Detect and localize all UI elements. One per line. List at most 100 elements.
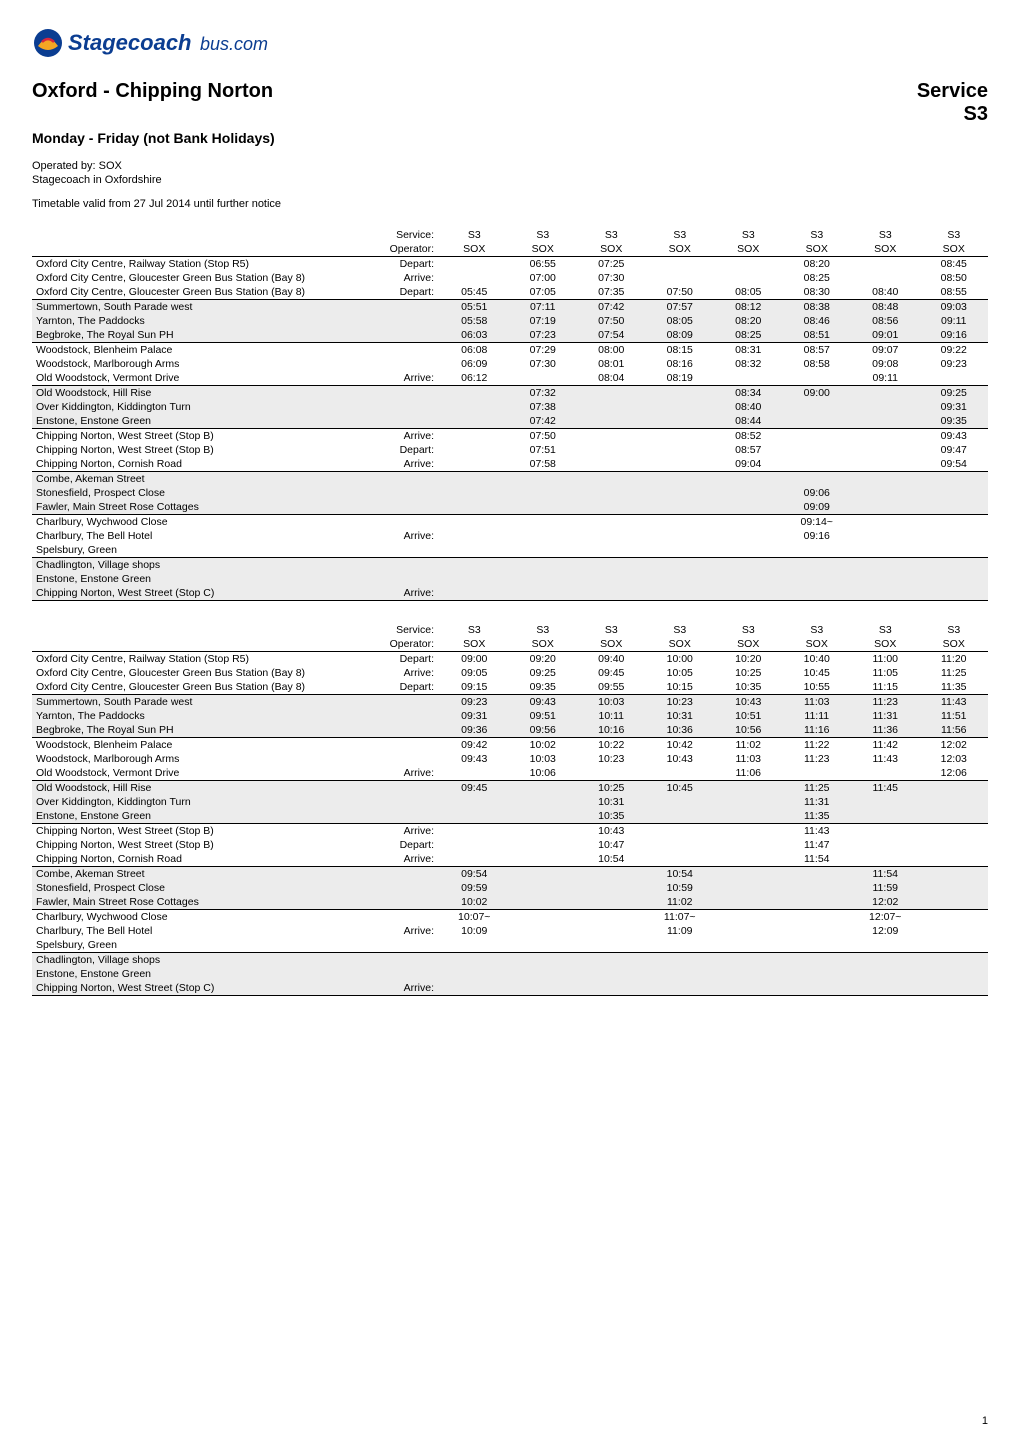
time-cell xyxy=(577,414,646,429)
timetable-row: Enstone, Enstone Green10:3511:35 xyxy=(32,809,988,824)
time-cell: 10:05 xyxy=(646,666,715,680)
time-cell xyxy=(646,795,715,809)
time-cell xyxy=(577,586,646,601)
time-cell xyxy=(509,981,578,996)
time-cell xyxy=(440,938,509,953)
arrive-depart-cell: Depart: xyxy=(380,838,440,852)
time-cell: 11:09 xyxy=(646,924,715,938)
time-cell: 07:38 xyxy=(509,400,578,414)
time-cell xyxy=(440,386,509,401)
time-cell xyxy=(577,924,646,938)
time-cell: 09:55 xyxy=(577,680,646,695)
arrive-depart-cell xyxy=(380,881,440,895)
time-cell xyxy=(851,981,920,996)
time-cell: 10:02 xyxy=(440,895,509,910)
timetable-row: Stonesfield, Prospect Close09:06 xyxy=(32,486,988,500)
time-cell xyxy=(509,558,578,573)
time-cell: 11:36 xyxy=(851,723,920,738)
time-cell: 09:25 xyxy=(920,386,989,401)
time-cell: 07:11 xyxy=(509,300,578,315)
time-cell: 08:57 xyxy=(714,443,783,457)
time-cell: 11:02 xyxy=(714,738,783,753)
timetable-row: Chadlington, Village shops xyxy=(32,953,988,968)
operator-code-cell: SOX xyxy=(509,637,578,652)
time-cell xyxy=(920,953,989,968)
time-cell xyxy=(920,867,989,882)
time-cell xyxy=(646,529,715,543)
stop-name-cell: Chipping Norton, West Street (Stop B) xyxy=(32,824,380,839)
service-code-cell: S3 xyxy=(440,623,509,637)
time-cell: 10:23 xyxy=(646,695,715,710)
days-subtitle: Monday - Friday (not Bank Holidays) xyxy=(32,130,988,146)
arrive-depart-cell: Arrive: xyxy=(380,371,440,386)
time-cell: 08:15 xyxy=(646,343,715,358)
time-cell xyxy=(851,809,920,824)
timetable-row: Chadlington, Village shops xyxy=(32,558,988,573)
stop-name-cell: Begbroke, The Royal Sun PH xyxy=(32,723,380,738)
svg-text:Stagecoach: Stagecoach xyxy=(68,30,192,55)
timetable: Service:S3S3S3S3S3S3S3S3Operator:SOXSOXS… xyxy=(32,228,988,601)
time-cell xyxy=(509,895,578,910)
time-cell: 08:52 xyxy=(714,429,783,444)
stop-name-cell: Enstone, Enstone Green xyxy=(32,572,380,586)
time-cell: 10:09 xyxy=(440,924,509,938)
time-cell: 07:50 xyxy=(646,285,715,300)
time-cell: 09:05 xyxy=(440,666,509,680)
time-cell xyxy=(509,953,578,968)
time-cell xyxy=(714,809,783,824)
time-cell: 08:50 xyxy=(920,271,989,285)
stop-name-cell: Spelsbury, Green xyxy=(32,938,380,953)
operator-row-label: Operator: xyxy=(380,242,440,257)
time-cell: 08:34 xyxy=(714,386,783,401)
time-cell xyxy=(440,824,509,839)
time-cell: 10:02 xyxy=(509,738,578,753)
time-cell: 12:09 xyxy=(851,924,920,938)
time-cell: 08:09 xyxy=(646,328,715,343)
stop-name-cell: Chipping Norton, West Street (Stop C) xyxy=(32,586,380,601)
time-cell: 10:03 xyxy=(577,695,646,710)
timetable-row: Enstone, Enstone Green xyxy=(32,967,988,981)
operator-code-cell: SOX xyxy=(509,242,578,257)
time-cell xyxy=(440,852,509,867)
time-cell: 11:15 xyxy=(851,680,920,695)
time-cell xyxy=(509,371,578,386)
time-cell xyxy=(851,824,920,839)
time-cell xyxy=(440,795,509,809)
time-cell: 08:12 xyxy=(714,300,783,315)
stop-name-cell: Charlbury, The Bell Hotel xyxy=(32,924,380,938)
timetable-row: Oxford City Centre, Gloucester Green Bus… xyxy=(32,680,988,695)
time-cell: 11:43 xyxy=(920,695,989,710)
time-cell: 08:46 xyxy=(783,314,852,328)
stop-name-cell: Woodstock, Blenheim Palace xyxy=(32,343,380,358)
time-cell xyxy=(783,472,852,487)
time-cell xyxy=(783,766,852,781)
timetable-row: Charlbury, The Bell HotelArrive:10:0911:… xyxy=(32,924,988,938)
time-cell xyxy=(440,967,509,981)
time-cell xyxy=(646,414,715,429)
time-cell xyxy=(851,271,920,285)
arrive-depart-cell: Arrive: xyxy=(380,852,440,867)
time-cell: 09:23 xyxy=(920,357,989,371)
timetable-row: Chipping Norton, West Street (Stop C)Arr… xyxy=(32,981,988,996)
operator-meta: Operated by: SOX Stagecoach in Oxfordshi… xyxy=(32,160,988,186)
time-cell: 08:30 xyxy=(783,285,852,300)
time-cell: 08:00 xyxy=(577,343,646,358)
time-cell: 11:56 xyxy=(920,723,989,738)
time-cell xyxy=(851,414,920,429)
timetable-row: Summertown, South Parade west09:2309:431… xyxy=(32,695,988,710)
service-code-cell: S3 xyxy=(509,623,578,637)
timetable-row: Oxford City Centre, Gloucester Green Bus… xyxy=(32,285,988,300)
operator-code-cell: SOX xyxy=(783,637,852,652)
time-cell: 09:51 xyxy=(509,709,578,723)
time-cell xyxy=(851,558,920,573)
service-code-cell: S3 xyxy=(783,228,852,242)
time-cell: 09:43 xyxy=(920,429,989,444)
time-cell: 10:31 xyxy=(577,795,646,809)
time-cell: 09:25 xyxy=(509,666,578,680)
stop-name-cell: Stonesfield, Prospect Close xyxy=(32,881,380,895)
time-cell xyxy=(440,443,509,457)
stop-name-cell: Woodstock, Marlborough Arms xyxy=(32,752,380,766)
arrive-depart-cell xyxy=(380,314,440,328)
operator-code-cell: SOX xyxy=(714,637,783,652)
time-cell xyxy=(509,910,578,925)
